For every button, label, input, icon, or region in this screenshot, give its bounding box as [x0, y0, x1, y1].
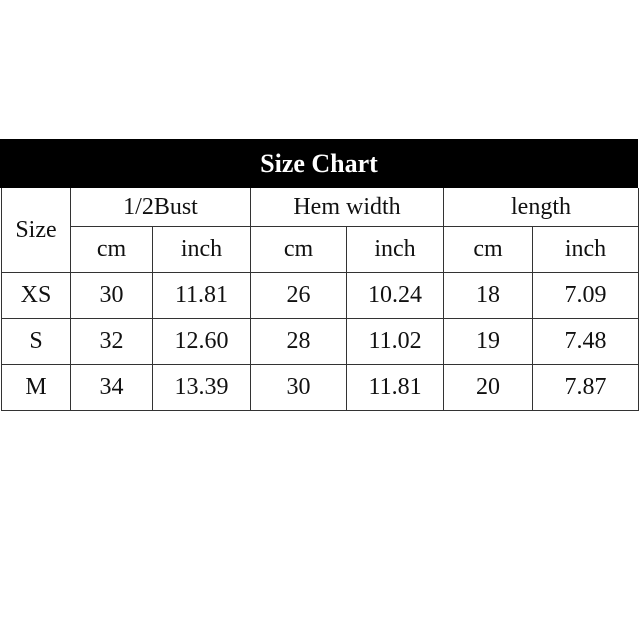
header-size: Size	[1, 188, 71, 273]
unit-header: cm	[70, 226, 153, 273]
value-cell: 13.39	[152, 364, 251, 411]
value-cell: 26	[250, 272, 347, 319]
value-cell: 7.09	[532, 272, 640, 319]
value-cell: 28	[250, 318, 347, 365]
value-cell: 19	[443, 318, 534, 365]
size-chart-title: Size Chart	[0, 139, 638, 188]
header-row-units: cm inch cm inch cm inch	[2, 226, 640, 273]
size-table: Size 1/2Bust Hem width length cm inch cm…	[1, 188, 640, 411]
value-cell: 30	[70, 272, 153, 319]
value-cell: 7.48	[532, 318, 640, 365]
size-cell: S	[1, 318, 71, 365]
value-cell: 32	[70, 318, 153, 365]
unit-header: inch	[532, 226, 640, 273]
value-cell: 30	[250, 364, 347, 411]
value-cell: 18	[443, 272, 534, 319]
header-row-groups: Size 1/2Bust Hem width length	[1, 188, 640, 273]
value-cell: 34	[70, 364, 153, 411]
value-cell: 20	[443, 364, 534, 411]
value-cell: 11.02	[345, 318, 445, 365]
unit-header: cm	[250, 226, 347, 273]
header-hem-width: Hem width	[249, 188, 445, 227]
size-cell: XS	[1, 272, 71, 319]
table-row: M 34 13.39 30 11.81 20 7.87	[1, 364, 640, 411]
value-cell: 10.24	[345, 272, 445, 319]
size-cell: M	[1, 364, 71, 411]
table-row: XS 30 11.81 26 10.24 18 7.09	[1, 272, 640, 319]
value-cell: 11.81	[152, 272, 251, 319]
table-row: S 32 12.60 28 11.02 19 7.48	[1, 318, 640, 365]
header-length: length	[443, 188, 640, 227]
value-cell: 7.87	[532, 364, 640, 411]
unit-header: inch	[345, 226, 445, 273]
header-bust: 1/2Bust	[70, 188, 251, 227]
unit-header: inch	[152, 226, 251, 273]
value-cell: 11.81	[345, 364, 445, 411]
value-cell: 12.60	[152, 318, 251, 365]
unit-header: cm	[443, 226, 534, 273]
